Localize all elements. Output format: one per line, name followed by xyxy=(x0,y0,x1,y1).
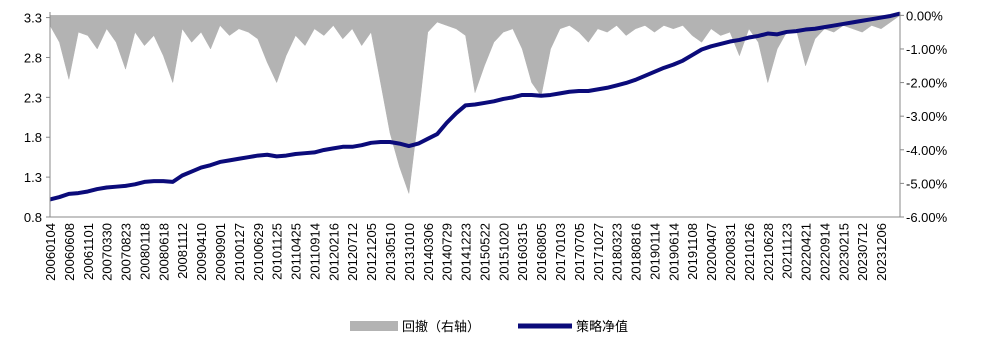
x-tick-label: 20190114 xyxy=(647,223,662,280)
x-tick-label: 20120712 xyxy=(345,223,360,281)
x-tick-label: 20110914 xyxy=(307,223,322,280)
x-tick-label: 20160805 xyxy=(534,223,549,281)
legend-label: 回撤（右轴） xyxy=(402,319,480,335)
x-tick-label: 20090410 xyxy=(194,223,209,281)
y-tick-label: 2.3 xyxy=(24,90,42,105)
x-tick-label: 20200407 xyxy=(704,223,719,281)
net-value-line xyxy=(49,11,901,202)
y2-tick-label: 0.00% xyxy=(906,8,943,23)
y2-tick-label: -6.00% xyxy=(906,210,948,225)
x-tick-label: 20160315 xyxy=(515,223,530,281)
x-tick-label: 20231206 xyxy=(874,223,889,281)
x-tick-label: 20170103 xyxy=(553,223,568,281)
x-tick-label: 20230215 xyxy=(836,223,851,281)
y2-tick-label: -4.00% xyxy=(906,143,948,158)
x-tick-label: 20070823 xyxy=(119,223,134,281)
x-tick-label: 20080618 xyxy=(156,223,171,281)
y-tick-label: 1.3 xyxy=(24,170,42,185)
x-tick-label: 20110425 xyxy=(289,223,304,280)
y-tick-label: 1.8 xyxy=(24,130,42,145)
x-tick-label: 20100629 xyxy=(251,223,266,281)
legend-swatch xyxy=(350,321,398,331)
y-tick-label: 2.8 xyxy=(24,50,42,65)
x-tick-label: 20060104 xyxy=(43,223,58,281)
x-tick-label: 20130510 xyxy=(383,223,398,281)
y2-tick-label: -3.00% xyxy=(906,109,948,124)
x-tick-label: 20150522 xyxy=(477,223,492,281)
y-tick-label: 3.3 xyxy=(24,11,42,26)
x-tick-label: 20220914 xyxy=(817,223,832,281)
x-tick-label: 20180323 xyxy=(610,223,625,281)
legend-label: 策略净值 xyxy=(576,319,628,335)
x-tick-label: 20171027 xyxy=(591,223,606,281)
x-tick-label: 20210628 xyxy=(761,223,776,281)
x-tick-label: 20211123 xyxy=(780,223,795,279)
x-tick-label: 20140729 xyxy=(440,223,455,281)
y2-tick-label: -2.00% xyxy=(906,76,948,91)
x-tick-label: 20190614 xyxy=(666,223,681,281)
x-tick-label: 20121205 xyxy=(364,223,379,281)
x-tick-label: 20191108 xyxy=(685,223,700,280)
drawdown-area xyxy=(49,15,901,194)
x-tick-label: 20200831 xyxy=(723,223,738,281)
x-tick-label: 20141223 xyxy=(459,223,474,281)
x-tick-label: 20070330 xyxy=(100,223,115,281)
x-tick-label: 20120216 xyxy=(326,223,341,281)
x-tick-label: 20061101 xyxy=(81,223,96,280)
x-tick-label: 20220421 xyxy=(799,223,814,281)
x-tick-label: 20060608 xyxy=(62,223,77,281)
x-tick-label: 20081112 xyxy=(175,223,190,279)
y2-tick-label: -1.00% xyxy=(906,42,948,57)
x-tick-label: 20080118 xyxy=(137,223,152,280)
x-tick-label: 20210126 xyxy=(742,223,757,281)
x-tick-label: 20180816 xyxy=(629,223,644,281)
y-tick-label: 0.8 xyxy=(24,210,42,225)
y2-tick-label: -5.00% xyxy=(906,176,948,191)
x-tick-label: 20131010 xyxy=(402,223,417,281)
x-tick-label: 20101125 xyxy=(270,223,285,280)
x-tick-label: 20170705 xyxy=(572,223,587,281)
x-tick-label: 20151020 xyxy=(496,223,511,281)
x-tick-label: 20100127 xyxy=(232,223,247,281)
x-tick-label: 20230712 xyxy=(855,223,870,281)
x-tick-label: 20140306 xyxy=(421,223,436,281)
x-tick-label: 20090901 xyxy=(213,223,228,281)
